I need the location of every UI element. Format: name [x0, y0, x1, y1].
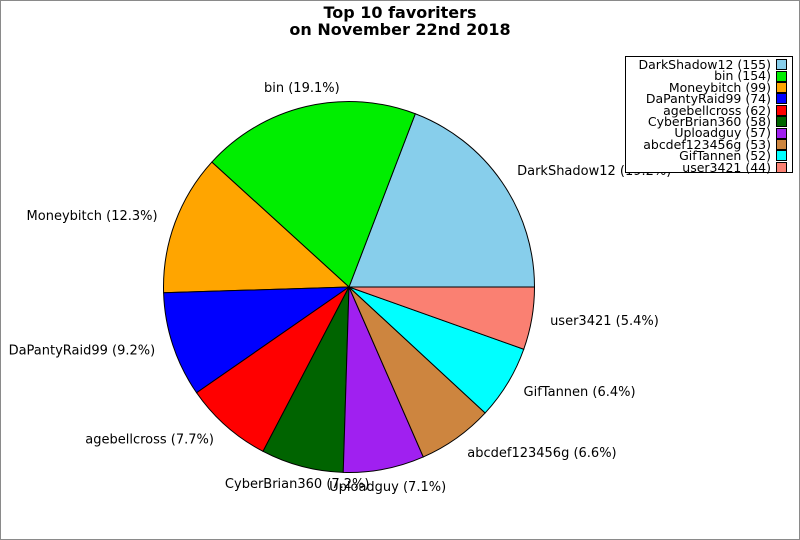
legend-color-swatch [776, 116, 787, 128]
legend-color-swatch [776, 104, 787, 116]
legend-item-DaPantyRaid99: DaPantyRaid99 (74) [630, 91, 787, 107]
legend-color-swatch [776, 161, 787, 173]
slice-label-Uploadguy: Uploadguy (7.1%) [329, 480, 446, 495]
slice-label-user3421: user3421 (5.4%) [550, 314, 659, 329]
pie-slice-DaPantyRaid99 [163, 286, 351, 394]
legend-label: Uploadguy (57) [674, 125, 771, 141]
chart-title: Top 10 favoriters on November 22nd 2018 [1, 4, 799, 38]
chart-title-line2: on November 22nd 2018 [289, 20, 511, 39]
legend-color-swatch [776, 70, 787, 82]
slice-label-Moneybitch: Moneybitch (12.3%) [27, 209, 158, 224]
pie-slice-DarkShadow12 [348, 113, 536, 288]
legend-label: GifTannen (52) [679, 148, 771, 164]
legend-label: bin (154) [714, 68, 771, 84]
legend: DarkShadow12 (155) bin (154) Moneybitch (9… [625, 56, 793, 173]
chart-title-line1: Top 10 favoriters [323, 3, 477, 22]
legend-color-swatch [776, 81, 787, 93]
legend-label: DaPantyRaid99 (74) [645, 91, 771, 107]
slice-label-DaPantyRaid99: DaPantyRaid99 (9.2%) [9, 343, 156, 358]
pie-slice-Moneybitch [163, 161, 351, 294]
legend-label: DarkShadow12 (155) [638, 57, 771, 72]
legend-color-swatch [776, 150, 787, 162]
slice-label-bin: bin (19.1%) [264, 81, 340, 96]
legend-item-agebellcross: agebellcross (62) [630, 102, 787, 118]
legend-label: Moneybitch (99) [668, 79, 771, 95]
pie-slice-user3421 [348, 286, 536, 350]
legend-label: user3421 (44) [682, 159, 771, 175]
legend-item-DarkShadow12: DarkShadow12 (155) [630, 57, 787, 72]
legend-color-swatch [776, 127, 787, 139]
slice-label-agebellcross: agebellcross (7.7%) [85, 432, 214, 447]
legend-color-swatch [776, 93, 787, 105]
legend-color-swatch [776, 138, 787, 150]
slice-label-CyberBrian360: CyberBrian360 (7.2%) [225, 477, 370, 492]
legend-item-CyberBrian360: CyberBrian360 (58) [630, 113, 787, 129]
legend-item-bin: bin (154) [630, 68, 787, 84]
legend-label: abcdef123456g (53) [643, 136, 771, 152]
legend-item-Moneybitch: Moneybitch (99) [630, 79, 787, 95]
legend-color-swatch [776, 59, 787, 71]
pie-slice-bin [211, 101, 416, 288]
legend-label: CyberBrian360 (58) [647, 113, 771, 129]
legend-label: agebellcross (62) [663, 102, 771, 118]
legend-item-abcdef123456g: abcdef123456g (53) [630, 136, 787, 152]
legend-item-Uploadguy: Uploadguy (57) [630, 125, 787, 141]
legend-item-GifTannen: GifTannen (52) [630, 148, 787, 164]
slice-label-GifTannen: GifTannen (6.4%) [524, 385, 636, 400]
slice-label-abcdef123456g: abcdef123456g (6.6%) [467, 446, 616, 461]
legend-item-user3421: user3421 (44) [630, 159, 787, 175]
